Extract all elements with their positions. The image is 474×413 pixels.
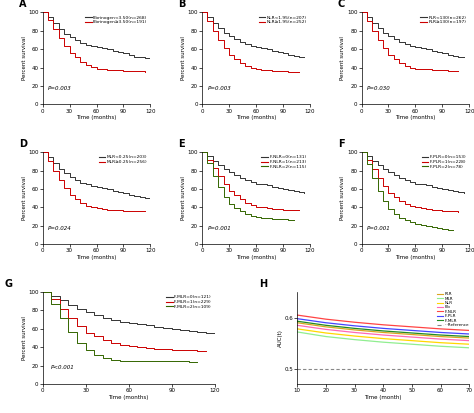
- Y-axis label: Percent survival: Percent survival: [340, 36, 346, 81]
- Y-axis label: AUC(t): AUC(t): [278, 329, 283, 347]
- Text: P<0.001: P<0.001: [51, 366, 75, 370]
- X-axis label: Time (months): Time (months): [236, 255, 276, 260]
- Legend: Fibrinogen<3.50(n=268), Fibrinogen≥3.50(n=191): Fibrinogen<3.50(n=268), Fibrinogen≥3.50(…: [84, 14, 148, 25]
- Y-axis label: Percent survival: Percent survival: [22, 316, 27, 360]
- Text: H: H: [259, 278, 267, 289]
- Text: A: A: [19, 0, 27, 9]
- Legend: MLR<0.25(n=203), MLR≥0.25(n=256): MLR<0.25(n=203), MLR≥0.25(n=256): [98, 154, 148, 165]
- Text: F: F: [338, 139, 345, 149]
- Y-axis label: Percent survival: Percent survival: [22, 36, 27, 81]
- Text: P=0.001: P=0.001: [367, 225, 391, 230]
- X-axis label: Time (months): Time (months): [109, 395, 149, 400]
- Text: P=0.003: P=0.003: [48, 85, 72, 91]
- Text: P=0.001: P=0.001: [208, 225, 231, 230]
- X-axis label: Time (months): Time (months): [395, 255, 436, 260]
- Legend: NLR<1.95(n=207), NLR≥1.95(n=252): NLR<1.95(n=207), NLR≥1.95(n=252): [258, 14, 308, 25]
- Y-axis label: Percent survival: Percent survival: [181, 176, 186, 220]
- Legend: F-MLR=0(n=121), F-MLR=1(n=229), F-MLR=2(n=109): F-MLR=0(n=121), F-MLR=1(n=229), F-MLR=2(…: [165, 294, 212, 310]
- X-axis label: Time (months): Time (months): [76, 115, 117, 120]
- Legend: F-NLR=0(n=131), F-NLR=1(n=213), F-NLR=2(n=115): F-NLR=0(n=131), F-NLR=1(n=213), F-NLR=2(…: [261, 154, 308, 170]
- Text: D: D: [19, 139, 27, 149]
- Text: G: G: [5, 278, 13, 289]
- Legend: F-PLR=0(n=153), F-PLR=1(n=228), F-PLR=2(n=78): F-PLR=0(n=153), F-PLR=1(n=228), F-PLR=2(…: [420, 154, 467, 170]
- Y-axis label: Percent survival: Percent survival: [181, 36, 186, 81]
- Text: E: E: [178, 139, 185, 149]
- Text: P=0.030: P=0.030: [367, 85, 391, 91]
- Text: B: B: [178, 0, 186, 9]
- X-axis label: Time (month): Time (month): [365, 395, 402, 400]
- Legend: PLR<130(n=262), PLR≥130(n=197): PLR<130(n=262), PLR≥130(n=197): [419, 14, 467, 25]
- Text: C: C: [338, 0, 345, 9]
- Legend: PLR, MLR, NLR, Fib, F-NLR, F-PLR, F-MLR, ···Reference: PLR, MLR, NLR, Fib, F-NLR, F-PLR, F-MLR,…: [435, 290, 471, 329]
- X-axis label: Time (months): Time (months): [395, 115, 436, 120]
- X-axis label: Time (months): Time (months): [76, 255, 117, 260]
- Text: P=0.024: P=0.024: [48, 225, 72, 230]
- X-axis label: Time (months): Time (months): [236, 115, 276, 120]
- Text: P=0.003: P=0.003: [208, 85, 231, 91]
- Y-axis label: Percent survival: Percent survival: [22, 176, 27, 220]
- Y-axis label: Percent survival: Percent survival: [340, 176, 346, 220]
